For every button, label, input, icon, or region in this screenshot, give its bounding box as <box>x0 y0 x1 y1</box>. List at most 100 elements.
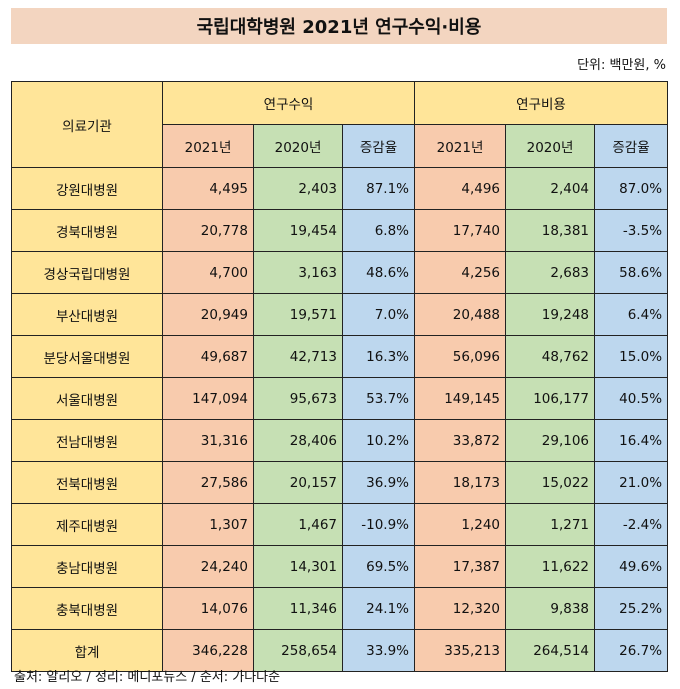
cell-cost-rate: 40.5% <box>594 377 669 420</box>
header-cost-2020: 2020년 <box>505 124 596 168</box>
cell-revenue-2020: 19,454 <box>253 209 343 252</box>
cell-cost-2021: 20,488 <box>414 293 507 336</box>
cell-institution: 서울대병원 <box>11 377 163 420</box>
cell-revenue-rate: 16.3% <box>341 335 416 378</box>
cell-revenue-2020: 3,163 <box>253 251 343 294</box>
table-row: 부산대병원 20,949 19,571 7.0% 20,488 19,248 6.4% <box>11 293 669 336</box>
cell-cost-2020: 11,622 <box>505 545 596 588</box>
cell-revenue-2021: 4,700 <box>162 251 254 294</box>
cell-revenue-2021: 31,316 <box>162 419 254 462</box>
cell-revenue-rate: 48.6% <box>341 251 416 294</box>
header-cost: 연구비용 <box>414 81 669 125</box>
cell-revenue-2020: 258,654 <box>253 629 343 672</box>
cell-cost-rate: 49.6% <box>594 545 669 588</box>
table-row: 충남대병원 24,240 14,301 69.5% 17,387 11,622 49.6% <box>11 545 669 588</box>
cell-cost-2020: 2,683 <box>505 251 596 294</box>
cell-cost-rate: 26.7% <box>594 629 669 672</box>
cell-revenue-2020: 28,406 <box>253 419 343 462</box>
header-cost-2021: 2021년 <box>414 124 507 168</box>
cell-revenue-2021: 20,778 <box>162 209 254 252</box>
table-row: 전북대병원 27,586 20,157 36.9% 18,173 15,022 21.0% <box>11 461 669 504</box>
cell-institution: 경상국립대병원 <box>11 251 163 294</box>
header-cost-rate: 증감율 <box>594 124 669 168</box>
cell-cost-2021: 56,096 <box>414 335 507 378</box>
cell-revenue-rate: -10.9% <box>341 503 416 546</box>
header-revenue-2020: 2020년 <box>253 124 343 168</box>
cell-revenue-rate: 87.1% <box>341 167 416 210</box>
cell-institution: 강원대병원 <box>11 167 163 210</box>
cell-revenue-rate: 10.2% <box>341 419 416 462</box>
cell-institution: 분당서울대병원 <box>11 335 163 378</box>
cell-cost-2021: 33,872 <box>414 419 507 462</box>
cell-cost-rate: -3.5% <box>594 209 669 252</box>
cell-cost-2020: 18,381 <box>505 209 596 252</box>
table-row: 경상국립대병원 4,700 3,163 48.6% 4,256 2,683 58.6% <box>11 251 669 294</box>
cell-revenue-2021: 27,586 <box>162 461 254 504</box>
cell-revenue-2021: 147,094 <box>162 377 254 420</box>
cell-cost-2021: 1,240 <box>414 503 507 546</box>
cell-cost-2020: 2,404 <box>505 167 596 210</box>
cell-cost-rate: -2.4% <box>594 503 669 546</box>
cell-cost-2020: 9,838 <box>505 587 596 630</box>
research-table: 의료기관 연구수익 연구비용 2021년 2020년 증감율 2021년 202… <box>11 81 669 672</box>
cell-cost-2021: 17,740 <box>414 209 507 252</box>
cell-cost-2021: 335,213 <box>414 629 507 672</box>
cell-institution: 전남대병원 <box>11 419 163 462</box>
table-title: 국립대학병원 2021년 연구수익·비용 <box>11 8 667 44</box>
cell-revenue-rate: 33.9% <box>341 629 416 672</box>
cell-cost-rate: 25.2% <box>594 587 669 630</box>
cell-revenue-2021: 1,307 <box>162 503 254 546</box>
cell-revenue-rate: 7.0% <box>341 293 416 336</box>
cell-revenue-2020: 11,346 <box>253 587 343 630</box>
unit-label: 단위: 백만원, % <box>577 58 666 73</box>
cell-revenue-2020: 95,673 <box>253 377 343 420</box>
cell-revenue-2020: 2,403 <box>253 167 343 210</box>
cell-institution: 경북대병원 <box>11 209 163 252</box>
cell-cost-2021: 4,256 <box>414 251 507 294</box>
cell-cost-rate: 6.4% <box>594 293 669 336</box>
cell-revenue-2020: 14,301 <box>253 545 343 588</box>
cell-institution: 전북대병원 <box>11 461 163 504</box>
cell-revenue-rate: 69.5% <box>341 545 416 588</box>
cell-cost-rate: 15.0% <box>594 335 669 378</box>
cell-cost-2021: 18,173 <box>414 461 507 504</box>
table-row: 충북대병원 14,076 11,346 24.1% 12,320 9,838 25.2% <box>11 587 669 630</box>
cell-revenue-2020: 20,157 <box>253 461 343 504</box>
cell-cost-2020: 15,022 <box>505 461 596 504</box>
cell-revenue-2021: 24,240 <box>162 545 254 588</box>
table-row: 분당서울대병원 49,687 42,713 16.3% 56,096 48,762 15.0… <box>11 335 669 378</box>
cell-cost-rate: 16.4% <box>594 419 669 462</box>
cell-cost-rate: 87.0% <box>594 167 669 210</box>
table-row: 강원대병원 4,495 2,403 87.1% 4,496 2,404 87.0% <box>11 167 669 210</box>
cell-cost-2020: 19,248 <box>505 293 596 336</box>
cell-cost-2021: 12,320 <box>414 587 507 630</box>
header-revenue: 연구수익 <box>161 81 416 125</box>
table-row: 합계 346,228 258,654 33.9% 335,213 264,514 26.7% <box>11 629 669 672</box>
cell-cost-2020: 106,177 <box>505 377 596 420</box>
table-row: 서울대병원 147,094 95,673 53.7% 149,145 106,177 40.… <box>11 377 669 420</box>
cell-institution: 부산대병원 <box>11 293 163 336</box>
cell-cost-2020: 264,514 <box>505 629 596 672</box>
table-row: 제주대병원 1,307 1,467 -10.9% 1,240 1,271 -2.4% <box>11 503 669 546</box>
header-revenue-rate: 증감율 <box>341 124 416 168</box>
cell-cost-2021: 17,387 <box>414 545 507 588</box>
cell-cost-2021: 149,145 <box>414 377 507 420</box>
cell-cost-2020: 48,762 <box>505 335 596 378</box>
cell-cost-2021: 4,496 <box>414 167 507 210</box>
cell-revenue-2021: 4,495 <box>162 167 254 210</box>
cell-cost-2020: 1,271 <box>505 503 596 546</box>
cell-revenue-rate: 6.8% <box>341 209 416 252</box>
cell-cost-2020: 29,106 <box>505 419 596 462</box>
cell-revenue-2021: 49,687 <box>162 335 254 378</box>
source-note: 출처: 알리오 / 정리: 메디포뉴스 / 순서: 가나다순 <box>14 670 281 685</box>
cell-revenue-2020: 1,467 <box>253 503 343 546</box>
header-institution: 의료기관 <box>11 81 163 168</box>
cell-revenue-2021: 20,949 <box>162 293 254 336</box>
cell-institution: 충북대병원 <box>11 587 163 630</box>
cell-institution: 제주대병원 <box>11 503 163 546</box>
cell-revenue-rate: 36.9% <box>341 461 416 504</box>
cell-revenue-rate: 53.7% <box>341 377 416 420</box>
table-row: 경북대병원 20,778 19,454 6.8% 17,740 18,381 -3.5% <box>11 209 669 252</box>
cell-institution: 충남대병원 <box>11 545 163 588</box>
cell-revenue-2020: 19,571 <box>253 293 343 336</box>
